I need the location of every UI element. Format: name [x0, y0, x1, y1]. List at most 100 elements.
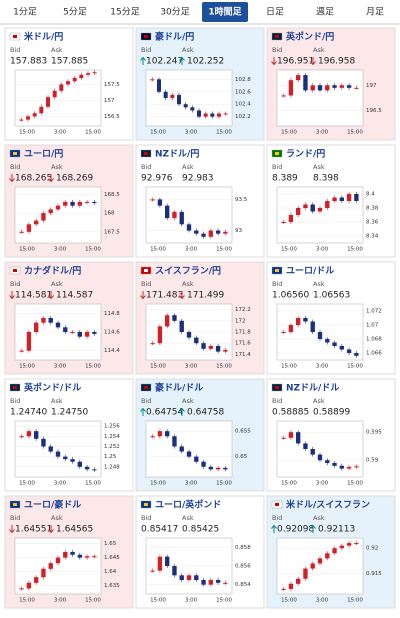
candle: [281, 222, 286, 223]
candle: [303, 443, 308, 449]
trend-arrow: [310, 57, 316, 66]
candle: [223, 582, 228, 584]
tab[interactable]: 15分足: [110, 7, 139, 18]
tab[interactable]: 1時間足: [208, 6, 242, 18]
candle: [194, 575, 199, 580]
tab[interactable]: 週足: [316, 7, 334, 18]
candle: [194, 230, 199, 234]
tab[interactable]: 5分足: [63, 7, 87, 18]
candle: [303, 568, 308, 579]
candle: [26, 116, 30, 120]
y-tick-label: 1.645: [104, 555, 120, 561]
candle: [157, 556, 163, 571]
pair-name[interactable]: 英ポンド/ドル: [23, 382, 81, 394]
bid-label: Bid: [141, 514, 151, 522]
y-tick-label: 8.34: [366, 234, 379, 240]
ask-value: 0.85425: [182, 525, 219, 535]
candle: [157, 326, 163, 344]
candle: [92, 201, 97, 204]
candle: [172, 436, 177, 447]
bid-value: 8.389: [272, 174, 298, 184]
pair-name[interactable]: ユーロ/豪ドル: [24, 499, 81, 511]
y-tick-label: 93.5: [235, 197, 248, 203]
candle: [201, 461, 206, 467]
candle: [296, 318, 301, 325]
tab-active[interactable]: [202, 2, 248, 22]
ask-label: Ask: [51, 280, 63, 288]
candle: [32, 113, 37, 117]
candle: [317, 332, 323, 339]
ask-value: 168.269: [56, 174, 93, 184]
pair-name[interactable]: ユーロ/英ポンド: [155, 499, 221, 511]
y-tick-label: 171.8: [235, 330, 251, 336]
x-tick-label: 15:00: [347, 130, 363, 136]
ask-value: 157.885: [51, 57, 88, 67]
x-tick-label: 15:00: [19, 247, 35, 253]
candle: [34, 220, 39, 225]
candle: [55, 451, 61, 457]
candle: [41, 568, 46, 578]
flag-mark: [13, 35, 17, 38]
candle: [354, 466, 359, 468]
y-tick-label: 1.07: [366, 323, 379, 329]
bid-value: 92.976: [141, 174, 173, 184]
y-tick-label: 1.25: [104, 454, 117, 460]
candle: [208, 580, 213, 585]
y-tick-label: 196.5: [366, 108, 382, 114]
candle: [77, 554, 82, 558]
y-tick-label: 168: [104, 211, 115, 217]
tab[interactable]: 30分足: [160, 7, 189, 18]
flag-mark: [144, 503, 148, 506]
x-tick-label: 3:00: [54, 364, 67, 370]
candle: [63, 327, 68, 332]
pair-name[interactable]: 英ポンド/円: [285, 31, 334, 43]
candle: [157, 431, 163, 437]
x-tick-label: 15:00: [150, 247, 166, 253]
tab[interactable]: 1分足: [13, 7, 37, 18]
candle: [296, 432, 301, 444]
pair-name[interactable]: NZドル/円: [155, 149, 199, 160]
pair-name[interactable]: カナダドル/円: [24, 265, 81, 277]
candle: [92, 332, 97, 334]
ask-label: Ask: [182, 280, 194, 288]
y-tick-label: 1.248: [104, 464, 120, 470]
trend-arrow: [179, 56, 185, 65]
candle: [281, 95, 286, 97]
candle: [172, 315, 177, 321]
pair-name[interactable]: ランド/円: [286, 149, 325, 160]
pair-name[interactable]: 豪ドル/円: [155, 31, 194, 43]
tab[interactable]: 月足: [366, 7, 384, 18]
y-tick-label: 157.5: [104, 82, 120, 88]
x-tick-label: 15:00: [281, 247, 297, 253]
pair-name[interactable]: NZドル/ドル: [286, 383, 339, 394]
candle: [194, 337, 199, 344]
candle: [165, 556, 170, 566]
pair-name[interactable]: ユーロ/円: [24, 149, 63, 160]
y-tick-label: 1.068: [366, 337, 382, 343]
bid-label: Bid: [141, 46, 151, 54]
trend-arrow: [310, 524, 316, 533]
candle: [223, 467, 228, 470]
candle: [303, 318, 308, 322]
x-tick-label: 15:00: [85, 364, 101, 370]
ask-value: 102.252: [187, 57, 224, 67]
candle: [288, 80, 294, 96]
candle: [41, 213, 46, 221]
candle: [172, 566, 177, 576]
candle: [84, 332, 90, 337]
candle: [46, 97, 50, 107]
y-tick-label: 172: [235, 318, 246, 324]
pair-name[interactable]: 米ドル/円: [23, 31, 63, 43]
candle: [186, 332, 192, 338]
candle: [66, 81, 70, 85]
pair-name[interactable]: ユーロ/ドル: [286, 266, 334, 277]
pair-name[interactable]: 豪ドル/ドル: [155, 382, 203, 394]
pair-name[interactable]: 米ドル/スイスフラン: [285, 499, 370, 511]
candle: [92, 556, 97, 558]
pair-name[interactable]: スイスフラン/円: [155, 266, 221, 277]
tab[interactable]: 日足: [266, 7, 284, 18]
y-tick-label: 0.915: [366, 571, 382, 577]
candle: [77, 332, 82, 337]
bid-label: Bid: [141, 280, 151, 288]
